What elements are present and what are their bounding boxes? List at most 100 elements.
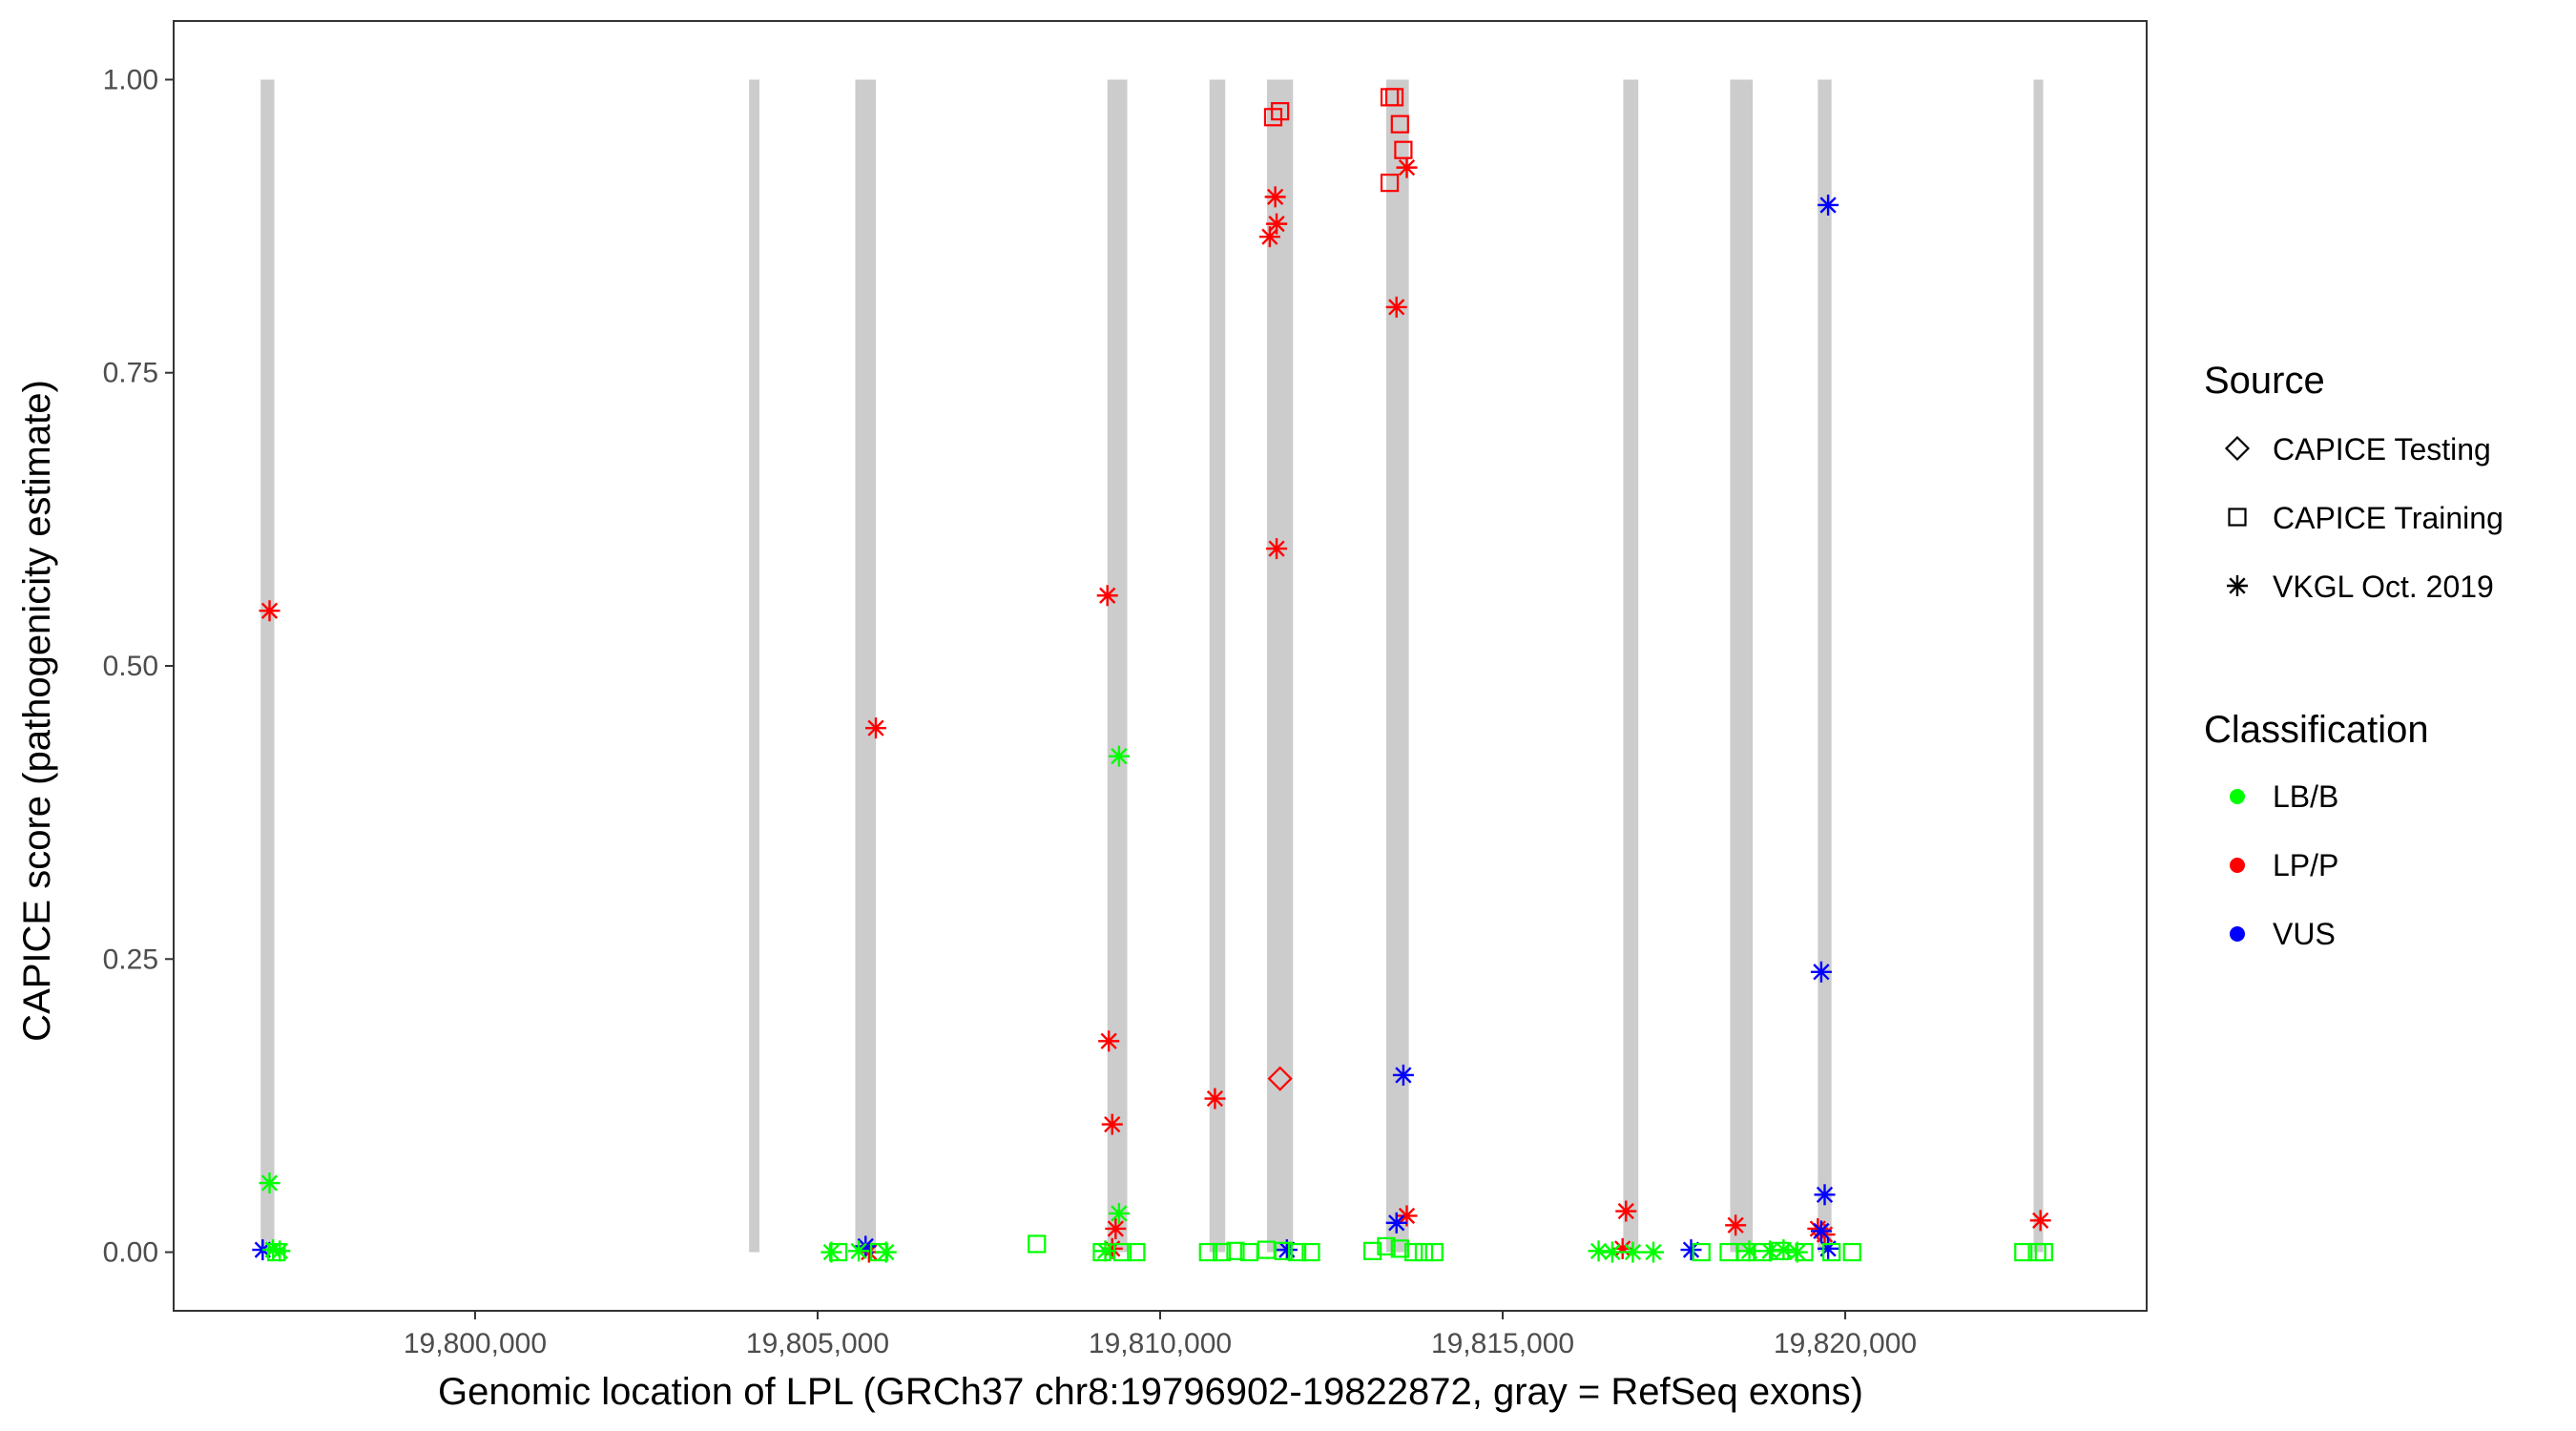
asterisk-stroke	[1617, 1202, 1634, 1220]
legend-source-label: CAPICE Testing	[2273, 432, 2491, 467]
asterisk-stroke	[1395, 1067, 1412, 1084]
data-point	[259, 600, 280, 622]
square-outline	[1028, 1234, 1047, 1254]
data-point	[821, 1241, 842, 1263]
green-dot-symbol	[2230, 789, 2245, 804]
asterisk-stroke	[1267, 188, 1284, 205]
asterisk-stroke	[1261, 228, 1278, 245]
square-outline	[1362, 1241, 1382, 1260]
asterisk-stroke	[1206, 1089, 1224, 1108]
legend-source-label: VKGL Oct. 2019	[2273, 570, 2494, 604]
legend-classification-label: LP/P	[2273, 848, 2338, 882]
square-outline	[1390, 114, 1409, 134]
data-point	[1404, 1242, 1423, 1262]
diamond-marker	[2224, 435, 2251, 462]
square-outline	[1301, 1242, 1320, 1262]
data-point	[1266, 213, 1288, 235]
square-marker	[2228, 508, 2247, 527]
square-outline	[1414, 1242, 1434, 1262]
data-point	[1226, 1241, 1245, 1260]
diamond-symbol	[2224, 435, 2251, 462]
exon-band	[855, 79, 877, 1253]
asterisk-stroke	[1727, 1216, 1744, 1234]
data-point	[1771, 1241, 1790, 1260]
data-point	[1814, 1184, 1836, 1206]
data-point	[1377, 1236, 1396, 1256]
y-tick-label: 0.00	[103, 1237, 158, 1269]
asterisk-stroke	[1816, 1186, 1834, 1203]
data-point	[1396, 156, 1418, 178]
data-point	[1385, 1212, 1407, 1234]
diamond-outline	[1267, 1066, 1293, 1091]
legend-classification-label: LB/B	[2273, 779, 2338, 814]
exon-band	[749, 79, 759, 1253]
asterisk-stroke	[1813, 964, 1830, 981]
series-lb-b	[259, 745, 2053, 1263]
y-tick-label: 0.25	[103, 944, 158, 975]
asterisk-stroke	[1604, 1243, 1621, 1261]
data-point	[1108, 1202, 1130, 1224]
data-point	[1786, 1241, 1808, 1263]
square-outline	[1288, 1242, 1307, 1262]
asterisk-stroke	[822, 1243, 840, 1261]
exon-band	[1209, 79, 1226, 1253]
data-point	[1101, 1113, 1123, 1135]
asterisk-stroke	[1645, 1243, 1662, 1261]
asterisk-stroke	[850, 1242, 867, 1259]
asterisk-stroke	[1111, 1205, 1128, 1222]
data-point	[1105, 1217, 1127, 1239]
data-point	[1810, 1220, 1832, 1242]
data-point	[2029, 1210, 2051, 1232]
asterisk-stroke	[1398, 159, 1416, 176]
legend-classification-item-vus: VUS	[2230, 917, 2336, 951]
data-point	[1390, 114, 1409, 134]
asterisk-stroke	[1614, 1240, 1631, 1257]
legend-source-label: CAPICE Training	[2273, 501, 2503, 535]
legend-source-title: Source	[2204, 360, 2325, 402]
square-outline	[1404, 1242, 1423, 1262]
square-outline	[1271, 102, 1290, 121]
square-outline	[1198, 1242, 1217, 1262]
asterisk-stroke	[1107, 1220, 1124, 1237]
square-outline	[1274, 1241, 1293, 1260]
square-outline	[1127, 1242, 1146, 1262]
square-outline	[1263, 108, 1283, 127]
data-point	[1725, 1214, 1747, 1236]
asterisk-stroke	[2032, 1212, 2049, 1229]
square-outline	[1822, 1242, 1841, 1262]
data-point	[1264, 186, 1286, 208]
data-point	[1112, 1242, 1132, 1262]
x-tick-label: 19,820,000	[1774, 1328, 1917, 1359]
data-point	[865, 717, 887, 739]
data-point	[875, 1241, 897, 1263]
legend-classification-item-lpp: LP/P	[2230, 848, 2338, 882]
data-point	[1394, 140, 1413, 159]
square-outline	[1377, 1236, 1396, 1256]
data-point	[267, 1242, 286, 1262]
red-dot-symbol	[2230, 858, 2245, 873]
asterisk-stroke	[1388, 1214, 1405, 1232]
x-axis-title: Genomic location of LPL (GRCh37 chr8:197…	[438, 1371, 1863, 1413]
legend-source-item-testing: CAPICE Testing	[2224, 432, 2491, 467]
data-point	[1096, 585, 1118, 607]
data-point	[1795, 1242, 1814, 1262]
data-point	[1822, 1242, 1841, 1262]
asterisk-stroke	[878, 1243, 895, 1261]
square-outline	[1092, 1242, 1111, 1262]
x-tick-label: 19,810,000	[1089, 1328, 1232, 1359]
data-point	[1601, 1241, 1623, 1263]
data-point	[1127, 1242, 1146, 1262]
x-tick-label: 19,805,000	[746, 1328, 889, 1359]
exon-band	[1267, 79, 1294, 1253]
data-point	[1385, 296, 1407, 318]
legend-classification-title: Classification	[2204, 709, 2429, 751]
asterisk-stroke	[1268, 540, 1285, 557]
square-outline	[2014, 1242, 2033, 1262]
data-point	[2034, 1242, 2053, 1262]
exon-band	[2033, 79, 2044, 1253]
asterisk-stroke	[1789, 1243, 1806, 1261]
y-axis-title: CAPICE score (pathogenicity estimate)	[16, 380, 58, 1042]
square-outline	[2034, 1242, 2053, 1262]
data-point	[1588, 1240, 1610, 1262]
